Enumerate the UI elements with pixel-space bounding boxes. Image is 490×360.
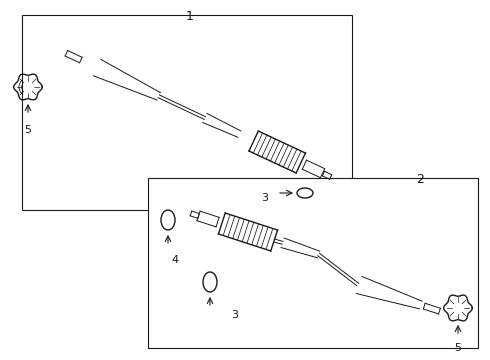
Text: 5: 5: [24, 125, 31, 135]
Bar: [22, 15, 352, 210]
Text: 2: 2: [416, 173, 424, 186]
Text: 3: 3: [261, 193, 268, 203]
Text: 1: 1: [186, 10, 194, 23]
Bar: [148, 178, 478, 348]
Text: 3: 3: [231, 310, 239, 320]
Text: 5: 5: [455, 343, 462, 353]
Text: 4: 4: [172, 255, 178, 265]
